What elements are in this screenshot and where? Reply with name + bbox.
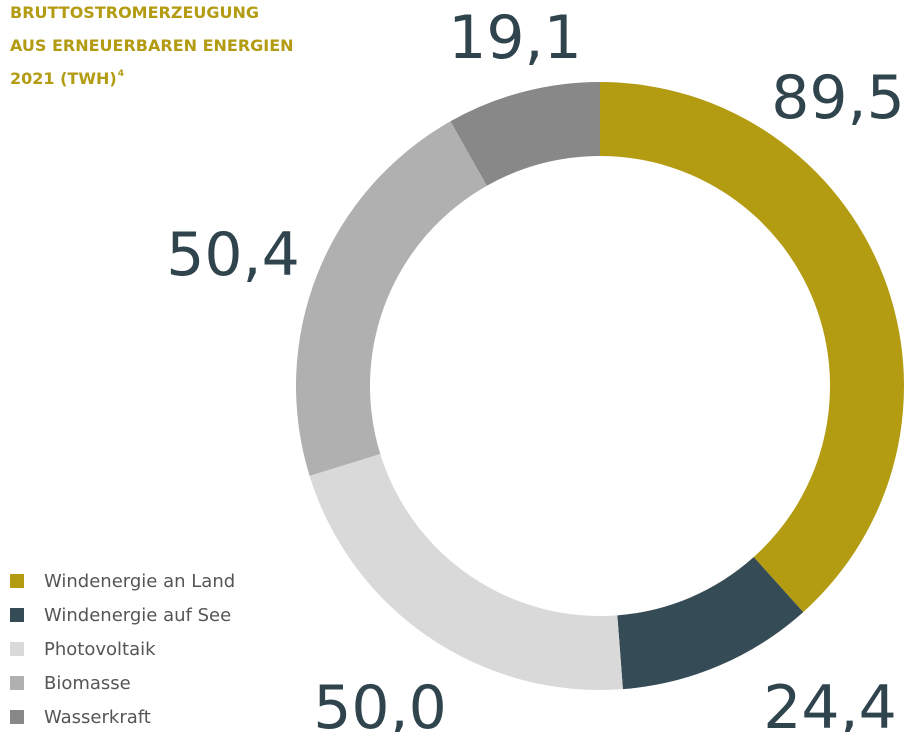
- legend-label: Windenergie auf See: [44, 605, 231, 626]
- legend-label: Biomasse: [44, 673, 131, 694]
- value-label: 19,1: [448, 3, 582, 73]
- donut-segment: [600, 82, 905, 613]
- legend-label: Windenergie an Land: [44, 571, 235, 592]
- value-label: 50,0: [313, 673, 447, 732]
- donut-segment: [296, 121, 487, 476]
- chart-title: 2021 (TWH): [10, 69, 117, 88]
- donut-segment: [450, 82, 600, 186]
- chart-title: BRUTTOSTROMERZEUGUNG: [10, 3, 259, 22]
- legend-swatch: [10, 608, 24, 622]
- legend-swatch: [10, 642, 24, 656]
- donut-segment: [617, 557, 804, 690]
- value-label: 89,5: [771, 63, 905, 133]
- legend-label: Wasserkraft: [44, 707, 151, 728]
- value-label: 24,4: [763, 673, 897, 732]
- value-label: 50,4: [166, 220, 300, 290]
- legend-swatch: [10, 710, 24, 724]
- legend-label: Photovoltaik: [44, 639, 156, 660]
- chart-title: AUS ERNEUERBAREN ENERGIEN: [10, 36, 294, 55]
- legend-swatch: [10, 676, 24, 690]
- title-footnote: 4: [118, 69, 124, 79]
- legend-swatch: [10, 574, 24, 588]
- donut-segment: [309, 454, 623, 690]
